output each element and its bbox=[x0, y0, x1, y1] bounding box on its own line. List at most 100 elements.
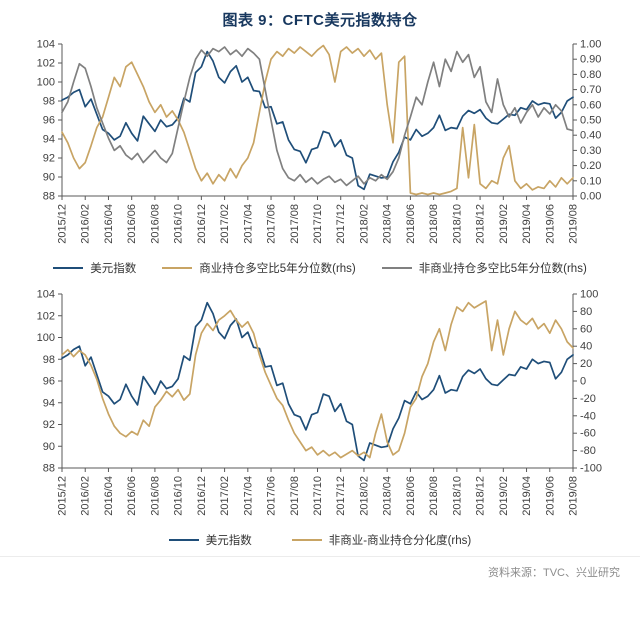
svg-text:2018/06: 2018/06 bbox=[405, 476, 417, 516]
svg-text:88: 88 bbox=[43, 191, 55, 203]
svg-text:0.30: 0.30 bbox=[580, 145, 601, 157]
svg-text:2017/06: 2017/06 bbox=[266, 204, 278, 244]
svg-text:-80: -80 bbox=[580, 445, 596, 457]
legend-item-usd-index: 美元指数 bbox=[168, 532, 252, 548]
commercial-line-swatch bbox=[162, 267, 193, 269]
svg-text:96: 96 bbox=[43, 115, 55, 127]
svg-text:2018/06: 2018/06 bbox=[405, 204, 417, 244]
legend-percentile-chart: 美元指数 商业持仓多空比5年分位数(rhs) 非商业持仓多空比5年分位数(rhs… bbox=[0, 260, 640, 276]
svg-text:2016/08: 2016/08 bbox=[149, 204, 161, 244]
svg-text:0.10: 0.10 bbox=[580, 175, 601, 187]
usd-index-line-swatch bbox=[53, 267, 84, 269]
svg-text:0.90: 0.90 bbox=[580, 54, 601, 66]
legend-label: 美元指数 bbox=[205, 535, 252, 547]
svg-text:2019/02: 2019/02 bbox=[498, 476, 510, 516]
svg-text:104: 104 bbox=[37, 39, 55, 51]
svg-text:2019/02: 2019/02 bbox=[498, 204, 510, 244]
svg-text:2016/04: 2016/04 bbox=[103, 476, 115, 516]
svg-text:2016/08: 2016/08 bbox=[149, 476, 161, 516]
svg-text:0.40: 0.40 bbox=[580, 130, 601, 142]
legend-label: 美元指数 bbox=[90, 263, 137, 275]
svg-text:40: 40 bbox=[580, 341, 592, 353]
svg-text:100: 100 bbox=[37, 332, 55, 344]
legend-label: 商业持仓多空比5年分位数(rhs) bbox=[199, 263, 356, 275]
svg-text:80: 80 bbox=[580, 306, 592, 318]
legend-item-usd-index: 美元指数 bbox=[53, 260, 136, 276]
svg-text:2016/02: 2016/02 bbox=[80, 204, 92, 244]
svg-text:2016/10: 2016/10 bbox=[173, 204, 185, 244]
legend-label: 非商业持仓多空比5年分位数(rhs) bbox=[418, 263, 587, 275]
svg-text:98: 98 bbox=[43, 354, 55, 366]
source-note: 资料来源：TVC、兴业研究 bbox=[0, 556, 640, 580]
svg-text:2018/12: 2018/12 bbox=[475, 476, 487, 516]
divergence-line-swatch bbox=[291, 539, 322, 541]
svg-text:2016/06: 2016/06 bbox=[126, 476, 138, 516]
svg-text:2017/10: 2017/10 bbox=[312, 204, 324, 244]
page-title: 图表 9：CFTC美元指数持仓 bbox=[222, 12, 418, 29]
svg-text:1.00: 1.00 bbox=[580, 39, 601, 51]
svg-text:0.80: 0.80 bbox=[580, 69, 601, 81]
svg-text:2017/04: 2017/04 bbox=[242, 476, 254, 516]
svg-text:2017/08: 2017/08 bbox=[289, 204, 301, 244]
svg-text:2016/04: 2016/04 bbox=[103, 204, 115, 244]
svg-text:-40: -40 bbox=[580, 410, 596, 422]
svg-text:-60: -60 bbox=[580, 428, 596, 440]
svg-text:2019/06: 2019/06 bbox=[544, 204, 556, 244]
svg-text:2018/10: 2018/10 bbox=[451, 476, 463, 516]
legend-label: 非商业-商业持仓分化度(rhs) bbox=[328, 535, 472, 547]
cftc-percentile-chart: 88 90 92 94 96 98 100 102 104 0.00 0.10 0.20 0.30 0.4… bbox=[37, 39, 602, 244]
svg-text:2018/08: 2018/08 bbox=[428, 476, 440, 516]
svg-text:0: 0 bbox=[580, 376, 586, 388]
svg-text:0.70: 0.70 bbox=[580, 84, 601, 96]
noncommercial-line-swatch bbox=[381, 267, 412, 269]
svg-text:0.20: 0.20 bbox=[580, 160, 601, 172]
svg-text:2018/02: 2018/02 bbox=[358, 476, 370, 516]
svg-text:92: 92 bbox=[43, 419, 55, 431]
svg-text:20: 20 bbox=[580, 358, 592, 370]
usd-index-line-swatch bbox=[168, 539, 199, 541]
cftc-divergence-chart: 88 90 92 94 96 98 100 102 104 -100 -80 -60 -40 -20 0 20… bbox=[37, 289, 602, 516]
svg-text:102: 102 bbox=[37, 310, 55, 322]
svg-text:2018/08: 2018/08 bbox=[428, 204, 440, 244]
svg-text:2019/08: 2019/08 bbox=[568, 476, 580, 516]
svg-text:2018/12: 2018/12 bbox=[475, 204, 487, 244]
svg-text:-100: -100 bbox=[580, 463, 602, 475]
svg-text:2019/06: 2019/06 bbox=[544, 476, 556, 516]
svg-text:2015/12: 2015/12 bbox=[57, 204, 69, 244]
svg-text:96: 96 bbox=[43, 376, 55, 388]
svg-text:2016/10: 2016/10 bbox=[173, 476, 185, 516]
svg-text:2019/04: 2019/04 bbox=[521, 204, 533, 244]
svg-text:2016/12: 2016/12 bbox=[196, 476, 208, 516]
svg-text:102: 102 bbox=[37, 58, 55, 70]
svg-text:2017/02: 2017/02 bbox=[219, 204, 231, 244]
legend-item-commercial-percentile: 商业持仓多空比5年分位数(rhs) bbox=[162, 260, 356, 276]
svg-text:2016/02: 2016/02 bbox=[80, 476, 92, 516]
svg-text:2019/08: 2019/08 bbox=[568, 204, 580, 244]
svg-text:2017/12: 2017/12 bbox=[335, 204, 347, 244]
svg-text:92: 92 bbox=[43, 153, 55, 165]
svg-text:2017/06: 2017/06 bbox=[266, 476, 278, 516]
svg-text:0.50: 0.50 bbox=[580, 115, 601, 127]
svg-text:2015/12: 2015/12 bbox=[57, 476, 69, 516]
svg-text:2018/02: 2018/02 bbox=[358, 204, 370, 244]
legend-item-noncommercial-percentile: 非商业持仓多空比5年分位数(rhs) bbox=[381, 260, 587, 276]
svg-text:2017/08: 2017/08 bbox=[289, 476, 301, 516]
svg-text:2017/10: 2017/10 bbox=[312, 476, 324, 516]
svg-text:2017/02: 2017/02 bbox=[219, 476, 231, 516]
svg-text:88: 88 bbox=[43, 463, 55, 475]
svg-text:60: 60 bbox=[580, 323, 592, 335]
svg-text:2018/04: 2018/04 bbox=[382, 204, 394, 244]
svg-text:90: 90 bbox=[43, 172, 55, 184]
svg-text:2019/04: 2019/04 bbox=[521, 476, 533, 516]
svg-text:98: 98 bbox=[43, 96, 55, 108]
svg-text:100: 100 bbox=[37, 77, 55, 89]
svg-text:94: 94 bbox=[43, 134, 55, 146]
svg-text:94: 94 bbox=[43, 397, 55, 409]
legend-divergence-chart: 美元指数 非商业-商业持仓分化度(rhs) bbox=[0, 532, 640, 548]
legend-item-position-divergence: 非商业-商业持仓分化度(rhs) bbox=[291, 532, 472, 548]
svg-text:0.60: 0.60 bbox=[580, 99, 601, 111]
svg-text:0.00: 0.00 bbox=[580, 191, 601, 203]
svg-text:2017/04: 2017/04 bbox=[242, 204, 254, 244]
svg-text:90: 90 bbox=[43, 441, 55, 453]
